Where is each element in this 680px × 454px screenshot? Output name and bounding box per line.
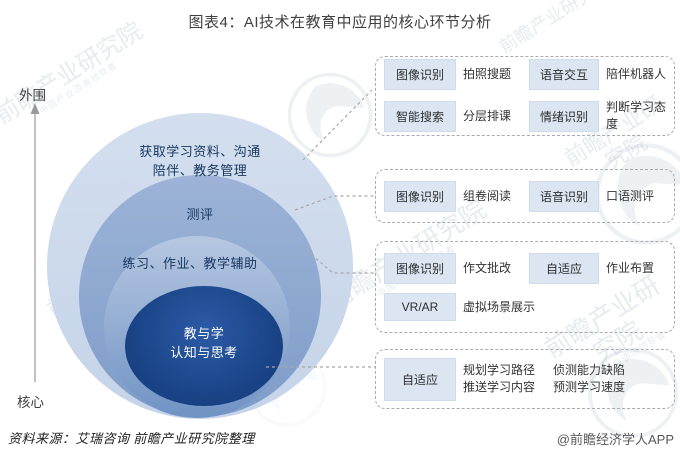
credit-note: @前瞻经济学人APP: [556, 432, 674, 447]
ring-second-label: 测评: [186, 207, 214, 222]
page-title: 图表4：AI技术在教育中应用的核心环节分析: [188, 14, 492, 31]
ring-third-label: 练习、作业、教学辅助: [122, 256, 258, 271]
axis-label-core: 核心: [17, 395, 44, 410]
application-label: 口语测评: [606, 188, 655, 203]
tech-tag: VR/AR: [384, 293, 456, 321]
annotation-box-practice: 图像识别 作文批改 自适应 作业布置 VR/AR 虚拟场景展示: [375, 241, 675, 333]
tech-tag: 图像识别: [384, 253, 456, 284]
application-label: 侦测能力缺陷 预测学习速度: [553, 363, 626, 394]
tech-tag: 图像识别: [384, 180, 456, 212]
tech-tag: 语音识别: [529, 180, 599, 212]
tech-tag: 图像识别: [384, 59, 456, 90]
application-label: 陪伴机器人: [606, 67, 667, 81]
axis-label-periphery: 外围: [19, 88, 46, 103]
tech-tag: 情绪识别: [529, 100, 599, 132]
application-label: 组卷阅读: [463, 188, 512, 203]
watermark-text: 前瞻产业研究院 中国产业咨询领导者: [0, 17, 153, 138]
tech-tag: 智能搜索: [384, 100, 456, 132]
application-label: 虚拟场景展示: [463, 299, 536, 314]
annotation-box-periphery: 图像识别 拍照搜题 语音交互 陪伴机器人 智能搜索 分层排课 情绪识别 判断学习…: [375, 56, 675, 136]
application-label: 作文批改: [463, 261, 512, 275]
annotation-box-core: 自适应 规划学习路径 推送学习内容 侦测能力缺陷 预测学习速度: [375, 349, 675, 409]
annotation-box-assessment: 图像识别 组卷阅读 语音识别 口语测评: [375, 169, 675, 223]
connector-line-1: [302, 89, 373, 161]
watermark-main: 前瞻产业研究院: [0, 17, 148, 130]
application-label: 分层排课: [463, 108, 512, 123]
tech-tag: 自适应: [384, 357, 456, 401]
source-note: 资料来源：艾瑞咨询 前瞻产业研究院整理: [8, 431, 255, 446]
application-label: 拍照搜题: [463, 67, 512, 81]
axis-arrow-up-icon: [30, 103, 40, 114]
application-label: 作业布置: [606, 261, 655, 275]
tech-tag: 语音交互: [529, 59, 599, 90]
application-label: 规划学习路径 推送学习内容: [463, 363, 536, 394]
ring-core-circle: [125, 286, 283, 406]
application-label: 判断学习态度: [606, 100, 667, 131]
tech-tag: 自适应: [529, 253, 599, 284]
ring-outer-label: 获取学习资料、沟通 陪伴、教务管理: [139, 144, 261, 178]
ring-core-label: 教与学 认知与思考: [170, 326, 238, 360]
